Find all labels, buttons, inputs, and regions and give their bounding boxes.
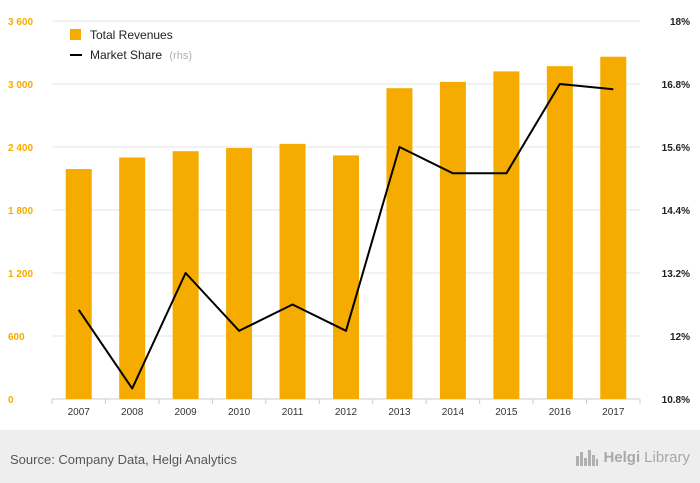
- x-tick-label: 2016: [549, 407, 572, 418]
- right-tick-label: 12%: [670, 332, 690, 343]
- market-share-series-line: [77, 83, 614, 390]
- right-tick-label: 14.4%: [662, 206, 690, 217]
- city-skyline-icon: [576, 450, 599, 466]
- right-tick-label: 15.6%: [662, 143, 690, 154]
- legend: Total Revenues Market Share (rhs): [70, 28, 192, 62]
- right-axis-ticks: 10.8% 12% 13.2% 14.4% 15.6% 16.8% 18%: [662, 17, 690, 406]
- revenue-bar: [333, 155, 359, 399]
- right-tick-label: 10.8%: [662, 395, 690, 406]
- revenue-bar: [546, 66, 573, 400]
- x-tick-label: 2008: [121, 407, 144, 418]
- revenue-bar: [439, 81, 466, 400]
- left-tick-label: 0: [8, 395, 14, 406]
- x-tick-label: 2013: [388, 407, 411, 418]
- revenue-bar: [65, 169, 92, 399]
- right-tick-label: 13.2%: [662, 269, 690, 280]
- left-tick-label: 1 800: [8, 206, 33, 217]
- revenue-bar: [386, 88, 413, 399]
- right-tick-label: 18%: [670, 17, 690, 28]
- revenue-bar: [119, 157, 146, 399]
- source-note: Source: Company Data, Helgi Analytics: [10, 452, 237, 467]
- right-tick-label: 16.8%: [662, 80, 690, 91]
- left-tick-label: 3 600: [8, 17, 33, 28]
- left-tick-label: 2 400: [8, 143, 33, 154]
- legend-label-market-share: Market Share (rhs): [90, 48, 192, 62]
- x-tick-label: 2012: [335, 407, 358, 418]
- revenue-bar: [493, 71, 520, 400]
- helgi-library-logo[interactable]: Helgi Library: [575, 448, 690, 466]
- x-tick-label: 2015: [495, 407, 518, 418]
- revenue-bar: [226, 148, 253, 399]
- x-tick-label: 2014: [442, 407, 465, 418]
- revenue-bar: [600, 56, 627, 399]
- revenue-bar: [279, 143, 306, 399]
- x-axis-ticks: 2007 2008 2009 2010 2011 2012 2013 2014 2015 2016…: [51, 399, 641, 418]
- x-tick-label: 2011: [282, 407, 304, 418]
- x-tick-label: 2009: [175, 407, 198, 418]
- brand-main: Helgi: [603, 448, 641, 466]
- revenue-bars: [65, 56, 627, 400]
- x-tick-label: 2010: [228, 407, 251, 418]
- legend-label-market-share-text: Market Share: [90, 48, 162, 62]
- left-tick-label: 600: [8, 332, 25, 343]
- combo-chart: 0 600 1 200 1 800 2 400 3 000 3 600 10.8% 12% 13…: [8, 17, 690, 418]
- x-tick-label: 2007: [68, 407, 91, 418]
- legend-swatch-total-revenues: [70, 29, 81, 40]
- legend-label-market-share-suffix: (rhs): [169, 50, 192, 62]
- left-axis-ticks: 0 600 1 200 1 800 2 400 3 000 3 600: [8, 17, 33, 406]
- market-share-line: [77, 83, 614, 390]
- left-tick-label: 1 200: [8, 269, 33, 280]
- legend-label-total-revenues: Total Revenues: [90, 28, 173, 42]
- brand-sub: Library: [644, 448, 690, 466]
- x-tick-label: 2017: [602, 407, 625, 418]
- footer: Source: Company Data, Helgi Analytics He…: [0, 430, 700, 483]
- left-tick-label: 3 000: [8, 80, 33, 91]
